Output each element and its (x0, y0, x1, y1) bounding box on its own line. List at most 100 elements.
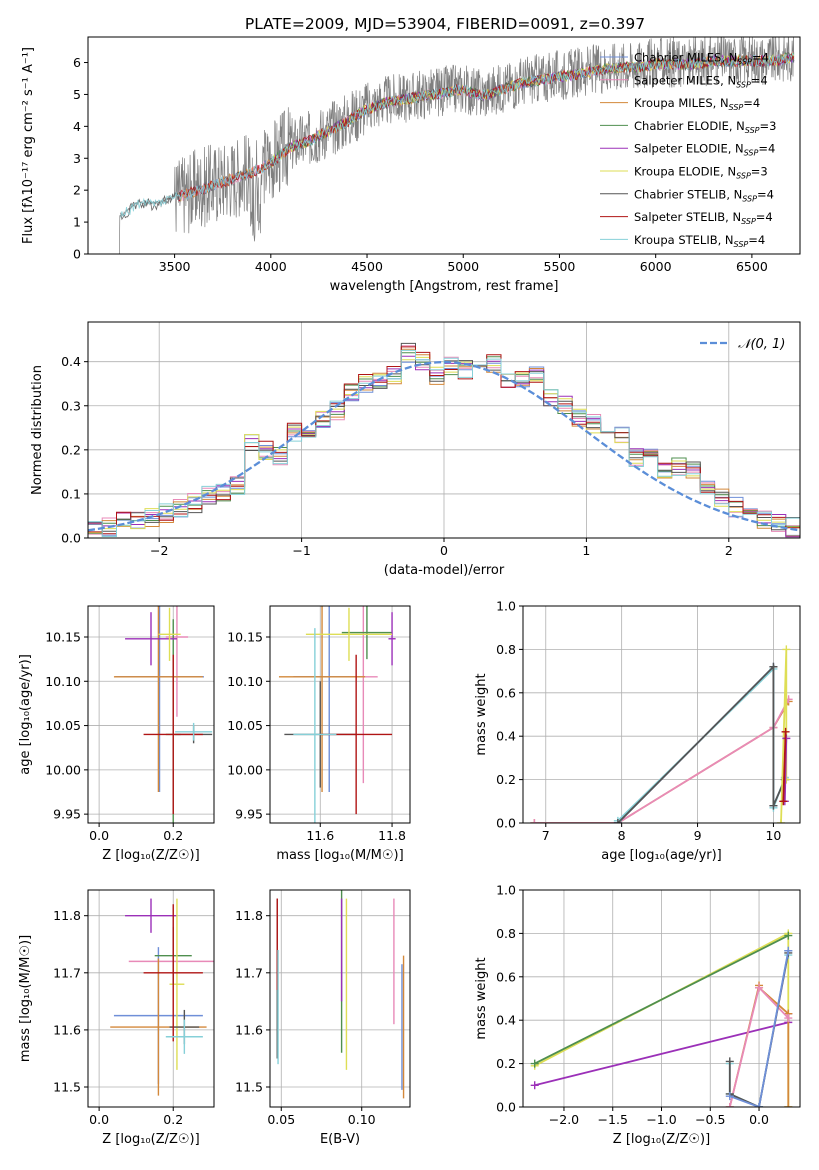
x-tick-label: 5500 (544, 259, 576, 274)
legend-entry: Chabrier MILES, NSSP=4 (634, 51, 769, 67)
x-tick-label: 0.0 (89, 1112, 109, 1127)
weight-marker (779, 797, 788, 806)
weight-line-chabrier-miles (729, 950, 790, 1107)
x-tick-label: 1 (582, 543, 590, 558)
x-axis-label: Z [log₁₀(Z/Z☉)] (102, 848, 199, 863)
panel-mass-vs-ebv: 0.05 0.10 11.5 11.6 11.7 11.8 E(B-V) (235, 889, 411, 1147)
y-tick-label: 0.0 (61, 531, 81, 546)
y-tick-label: 11.8 (53, 908, 81, 923)
y-tick-label: 11.6 (53, 1022, 81, 1037)
x-tick-label: 11.8 (378, 828, 406, 843)
weight-marker (755, 1103, 764, 1107)
y-tick-label: 4 (73, 119, 81, 134)
y-tick-label: 0.6 (496, 969, 516, 984)
legend-entry: Kroupa STELIB, NSSP=4 (634, 233, 765, 249)
y-tick-label: 0.4 (496, 1013, 516, 1028)
y-tick-label: 0.0 (496, 816, 516, 831)
panel-mass-vs-Z: 0.0 0.2 11.5 11.6 11.7 11.8 Z [log₁₀(Z/Z☉)] mas… (18, 889, 215, 1147)
x-tick-label: 0.2 (163, 1112, 183, 1127)
axes-frame (522, 605, 801, 824)
weight-line-chabrier-miles (617, 664, 786, 823)
y-tick-label: 0.6 (496, 685, 516, 700)
y-tick-label: 11.7 (53, 965, 81, 980)
weight-marker (725, 1103, 734, 1107)
y-axis-label: Normed distribution (30, 365, 45, 495)
y-tick-label: 10.05 (227, 718, 263, 733)
model-spectrum-salpeter-stelib (178, 52, 795, 202)
y-tick-label: 11.7 (235, 965, 263, 980)
y-tick-label: 5 (73, 87, 81, 102)
x-tick-label: 6500 (736, 259, 768, 274)
y-axis-label: mass weight (474, 673, 489, 755)
x-tick-label: −1 (292, 543, 310, 558)
x-axis-label: (data-model)/error (384, 563, 505, 578)
weight-line-kroupa-miles (534, 701, 790, 823)
x-tick-label: 7 (542, 828, 550, 843)
y-tick-label: 0.2 (61, 442, 81, 457)
legend-entry: Salpeter MILES, NSSP=4 (634, 73, 768, 89)
y-tick-label: 10.05 (45, 718, 81, 733)
x-axis-label: E(B-V) (320, 1132, 360, 1147)
y-axis-label: mass [log₁₀(M/M☉)] (18, 935, 33, 1062)
panel-age-vs-Z: 0.0 0.2 9.95 10.00 10.05 10.10 10.15 Z [log₁₀(Z… (18, 605, 215, 863)
weight-line-salpeter-miles (534, 698, 790, 823)
x-tick-label: 0 (440, 543, 448, 558)
y-tick-label: 9.95 (235, 807, 263, 822)
x-tick-label: 5000 (447, 259, 479, 274)
weight-marker (613, 819, 622, 823)
axes-frame (87, 36, 801, 255)
weight-marker (777, 819, 786, 823)
x-axis-label: mass [log₁₀(M/M☉)] (276, 848, 403, 863)
model-spectrum-kroupa-stelib (120, 52, 795, 218)
x-tick-label: 0.10 (348, 1112, 376, 1127)
panel-weight-vs-age: 7 8 9 10 0.0 0.2 0.4 0.6 0.8 1.0 age [log₁₀(age/yr… (474, 599, 801, 863)
plot-area (113, 606, 213, 823)
y-tick-label: 1.0 (496, 599, 516, 614)
histogram-kroupa-stelib (88, 349, 800, 538)
weight-marker (725, 1092, 734, 1101)
legend-entry: Salpeter STELIB, NSSP=4 (634, 210, 773, 226)
y-tick-label: 10.00 (227, 762, 263, 777)
y-tick-label: 0 (73, 247, 81, 262)
axes-frame (87, 605, 215, 824)
axes-frame (87, 889, 215, 1108)
y-tick-label: 10.00 (45, 762, 81, 777)
y-tick-label: 0.4 (61, 354, 81, 369)
y-tick-label: 0.2 (496, 772, 516, 787)
x-tick-label: 6000 (640, 259, 672, 274)
y-tick-label: 0.8 (496, 926, 516, 941)
weight-marker (781, 727, 790, 736)
x-tick-label: −2.0 (549, 1112, 579, 1127)
y-axis-label: mass weight (474, 957, 489, 1039)
weight-marker (782, 645, 791, 654)
plot-area (530, 645, 793, 823)
y-tick-label: 11.8 (235, 908, 263, 923)
y-tick-label: 11.5 (235, 1080, 263, 1095)
x-tick-label: 0.2 (163, 828, 183, 843)
axes-frame (269, 605, 411, 824)
x-tick-label: 4000 (255, 259, 287, 274)
x-axis-label: age [log₁₀(age/yr)] (601, 848, 722, 863)
x-tick-label: 3500 (159, 259, 191, 274)
y-tick-label: 0.0 (496, 1100, 516, 1115)
weight-marker (769, 662, 778, 671)
x-axis-label: Z [log₁₀(Z/Z☉)] (102, 1132, 199, 1147)
legend-entry: Salpeter ELODIE, NSSP=4 (634, 142, 775, 158)
legend-entry: 𝒩(0, 1) (738, 337, 785, 352)
legend-entry: Chabrier STELIB, NSSP=4 (634, 187, 774, 203)
y-tick-label: 10.15 (45, 630, 81, 645)
weight-marker (769, 801, 778, 810)
y-tick-label: 0.8 (496, 642, 516, 657)
y-tick-label: 10.10 (227, 674, 263, 689)
x-tick-label: 0.0 (749, 1112, 769, 1127)
legend-entry: Chabrier ELODIE, NSSP=3 (634, 119, 776, 135)
x-tick-label: 10 (765, 828, 781, 843)
weight-marker (755, 983, 764, 992)
y-tick-label: 3 (73, 151, 81, 166)
y-tick-label: 0.4 (496, 729, 516, 744)
weight-marker (784, 1014, 793, 1023)
observed-spectrum-line (116, 37, 795, 254)
y-tick-label: 0.1 (61, 486, 81, 501)
x-tick-label: 2 (725, 543, 733, 558)
